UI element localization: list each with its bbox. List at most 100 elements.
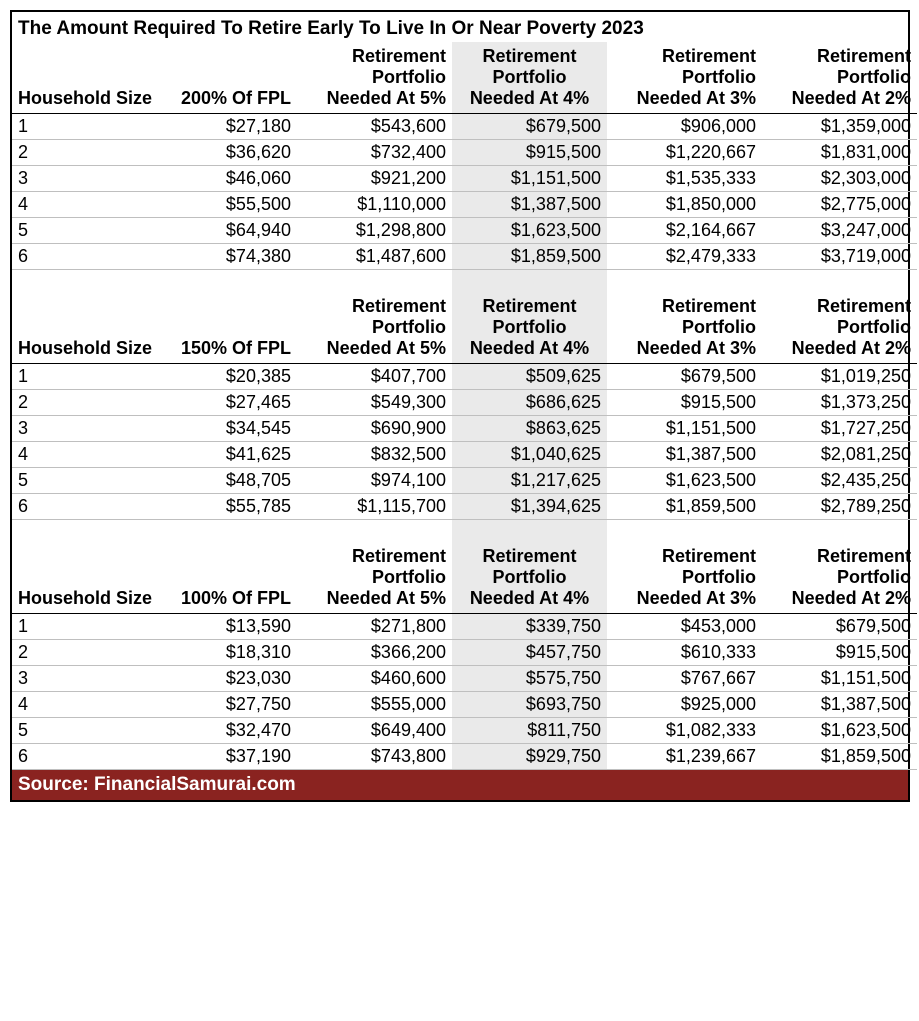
cell-portfolio-5pct: $649,400 — [297, 718, 452, 744]
cell-portfolio-2pct: $1,151,500 — [762, 666, 917, 692]
cell-portfolio-2pct: $2,789,250 — [762, 494, 917, 520]
cell-portfolio-2pct: $1,727,250 — [762, 416, 917, 442]
cell-portfolio-4pct: $915,500 — [452, 140, 607, 166]
cell-portfolio-4pct: $1,387,500 — [452, 192, 607, 218]
col-portfolio-2pct: Retirement Portfolio Needed At 2% — [762, 542, 917, 614]
cell-household: 2 — [12, 140, 167, 166]
cell-portfolio-3pct: $906,000 — [607, 114, 762, 140]
table-row: 2$18,310$366,200$457,750$610,333$915,500 — [12, 640, 917, 666]
col-household: Household Size — [12, 292, 167, 364]
cell-portfolio-5pct: $690,900 — [297, 416, 452, 442]
cell-portfolio-4pct: $575,750 — [452, 666, 607, 692]
table-row: 5$64,940$1,298,800$1,623,500$2,164,667$3… — [12, 218, 917, 244]
table-row: 6$74,380$1,487,600$1,859,500$2,479,333$3… — [12, 244, 917, 270]
cell-portfolio-5pct: $366,200 — [297, 640, 452, 666]
col-portfolio-5pct: Retirement Portfolio Needed At 5% — [297, 542, 452, 614]
cell-household: 3 — [12, 166, 167, 192]
col-portfolio-4pct: Retirement Portfolio Needed At 4% — [452, 292, 607, 364]
cell-portfolio-3pct: $1,859,500 — [607, 494, 762, 520]
table-row: 5$48,705$974,100$1,217,625$1,623,500$2,4… — [12, 468, 917, 494]
cell-household: 1 — [12, 614, 167, 640]
cell-household: 5 — [12, 218, 167, 244]
cell-fpl: $20,385 — [167, 364, 297, 390]
col-portfolio-2pct: Retirement Portfolio Needed At 2% — [762, 292, 917, 364]
table-row: 5$32,470$649,400$811,750$1,082,333$1,623… — [12, 718, 917, 744]
cell-portfolio-3pct: $453,000 — [607, 614, 762, 640]
cell-portfolio-5pct: $743,800 — [297, 744, 452, 770]
table-row: 1$27,180$543,600$679,500$906,000$1,359,0… — [12, 114, 917, 140]
cell-portfolio-4pct: $929,750 — [452, 744, 607, 770]
cell-portfolio-3pct: $1,623,500 — [607, 468, 762, 494]
col-fpl: 100% Of FPL — [167, 542, 297, 614]
cell-household: 2 — [12, 390, 167, 416]
cell-portfolio-4pct: $686,625 — [452, 390, 607, 416]
cell-portfolio-3pct: $925,000 — [607, 692, 762, 718]
cell-household: 3 — [12, 666, 167, 692]
col-portfolio-5pct: Retirement Portfolio Needed At 5% — [297, 292, 452, 364]
cell-household: 2 — [12, 640, 167, 666]
section-spacer — [12, 520, 917, 543]
col-portfolio-2pct: Retirement Portfolio Needed At 2% — [762, 42, 917, 114]
cell-portfolio-2pct: $1,831,000 — [762, 140, 917, 166]
cell-portfolio-4pct: $509,625 — [452, 364, 607, 390]
table-row: 2$27,465$549,300$686,625$915,500$1,373,2… — [12, 390, 917, 416]
cell-fpl: $23,030 — [167, 666, 297, 692]
col-household: Household Size — [12, 542, 167, 614]
table-row: 1$13,590$271,800$339,750$453,000$679,500 — [12, 614, 917, 640]
cell-portfolio-3pct: $1,082,333 — [607, 718, 762, 744]
cell-portfolio-3pct: $1,535,333 — [607, 166, 762, 192]
cell-portfolio-2pct: $1,623,500 — [762, 718, 917, 744]
table-row: 1$20,385$407,700$509,625$679,500$1,019,2… — [12, 364, 917, 390]
table-row: 3$23,030$460,600$575,750$767,667$1,151,5… — [12, 666, 917, 692]
cell-portfolio-3pct: $679,500 — [607, 364, 762, 390]
cell-portfolio-5pct: $921,200 — [297, 166, 452, 192]
cell-household: 4 — [12, 442, 167, 468]
cell-portfolio-4pct: $811,750 — [452, 718, 607, 744]
col-portfolio-4pct: Retirement Portfolio Needed At 4% — [452, 542, 607, 614]
cell-fpl: $18,310 — [167, 640, 297, 666]
table-row: 6$37,190$743,800$929,750$1,239,667$1,859… — [12, 744, 917, 770]
col-portfolio-4pct: Retirement Portfolio Needed At 4% — [452, 42, 607, 114]
cell-portfolio-4pct: $679,500 — [452, 114, 607, 140]
cell-portfolio-2pct: $2,303,000 — [762, 166, 917, 192]
table-row: 6$55,785$1,115,700$1,394,625$1,859,500$2… — [12, 494, 917, 520]
cell-fpl: $46,060 — [167, 166, 297, 192]
section-header-row: Household Size100% Of FPLRetirement Port… — [12, 542, 917, 614]
cell-portfolio-3pct: $1,239,667 — [607, 744, 762, 770]
col-portfolio-3pct: Retirement Portfolio Needed At 3% — [607, 292, 762, 364]
cell-household: 1 — [12, 114, 167, 140]
cell-fpl: $32,470 — [167, 718, 297, 744]
cell-fpl: $13,590 — [167, 614, 297, 640]
cell-household: 6 — [12, 744, 167, 770]
retirement-table: Household Size200% Of FPLRetirement Port… — [12, 42, 917, 770]
cell-portfolio-5pct: $1,115,700 — [297, 494, 452, 520]
cell-portfolio-3pct: $2,479,333 — [607, 244, 762, 270]
cell-household: 1 — [12, 364, 167, 390]
cell-portfolio-5pct: $407,700 — [297, 364, 452, 390]
cell-fpl: $64,940 — [167, 218, 297, 244]
cell-portfolio-4pct: $693,750 — [452, 692, 607, 718]
cell-portfolio-5pct: $974,100 — [297, 468, 452, 494]
cell-portfolio-3pct: $915,500 — [607, 390, 762, 416]
table-row: 3$46,060$921,200$1,151,500$1,535,333$2,3… — [12, 166, 917, 192]
cell-portfolio-4pct: $1,859,500 — [452, 244, 607, 270]
cell-fpl: $74,380 — [167, 244, 297, 270]
cell-household: 6 — [12, 244, 167, 270]
cell-portfolio-5pct: $555,000 — [297, 692, 452, 718]
cell-fpl: $27,465 — [167, 390, 297, 416]
cell-portfolio-4pct: $1,623,500 — [452, 218, 607, 244]
cell-portfolio-4pct: $1,040,625 — [452, 442, 607, 468]
cell-portfolio-2pct: $2,081,250 — [762, 442, 917, 468]
cell-portfolio-5pct: $1,298,800 — [297, 218, 452, 244]
table-row: 4$27,750$555,000$693,750$925,000$1,387,5… — [12, 692, 917, 718]
cell-portfolio-3pct: $1,151,500 — [607, 416, 762, 442]
cell-portfolio-5pct: $732,400 — [297, 140, 452, 166]
cell-portfolio-3pct: $610,333 — [607, 640, 762, 666]
cell-household: 5 — [12, 468, 167, 494]
cell-portfolio-3pct: $767,667 — [607, 666, 762, 692]
cell-portfolio-3pct: $1,220,667 — [607, 140, 762, 166]
cell-fpl: $48,705 — [167, 468, 297, 494]
table-row: 4$41,625$832,500$1,040,625$1,387,500$2,0… — [12, 442, 917, 468]
col-portfolio-5pct: Retirement Portfolio Needed At 5% — [297, 42, 452, 114]
cell-portfolio-2pct: $3,719,000 — [762, 244, 917, 270]
